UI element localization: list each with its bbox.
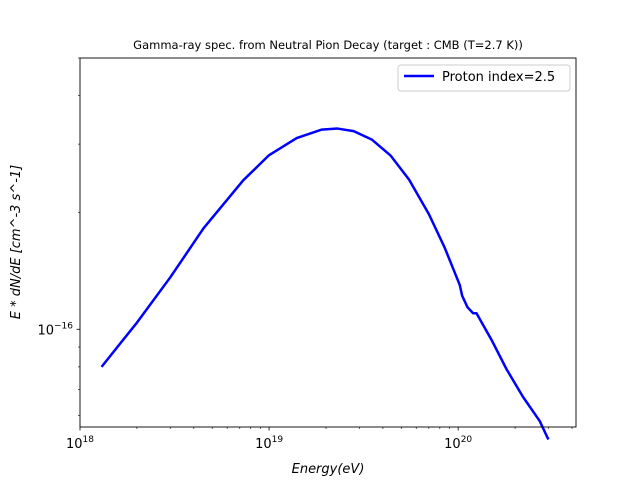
plot-frame [79,57,577,428]
x-tick-label: 1020 [444,435,472,452]
series-line-0 [100,127,550,441]
x-axis: 1018 1019 1020 [66,427,573,452]
plot-area [100,127,550,441]
y-axis: 10−16 [37,57,80,416]
legend-series-label: Proton index=2.5 [442,70,555,85]
y-axis-label: E * dN/dE [cm^-3 s^-1] [9,165,24,320]
x-axis-label: Energy(eV) [292,462,365,477]
legend: Proton index=2.5 [397,64,571,92]
y-tick-label: 10−16 [37,321,73,338]
chart-title: Gamma-ray spec. from Neutral Pion Decay … [133,38,523,52]
x-tick-label: 1019 [255,435,283,452]
legend-box [397,64,571,92]
x-tick-label: 1018 [66,435,94,452]
